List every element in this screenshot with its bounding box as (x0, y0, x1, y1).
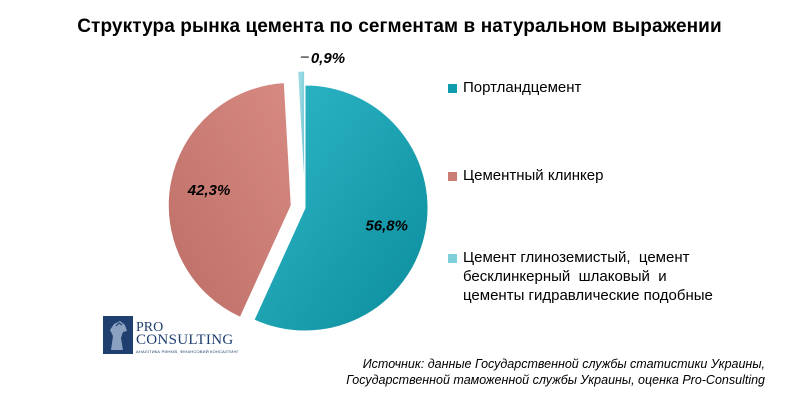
pro-consulting-logo: PRO CONSULTING АНАЛІТИКА РИНКІВ, ФІНАНСО… (103, 316, 243, 356)
legend-swatch-clinker (448, 172, 457, 181)
logo-pro-text: PRO (136, 320, 164, 335)
legend-label-other-cements: Цемент глиноземистый, цемент бесклинкерн… (463, 249, 713, 304)
legend-label-clinker: Цементный клинкер (463, 167, 604, 184)
legend-item-portland: Портландцемент (448, 78, 723, 97)
source-line-1: Источник: данные Государственной службы … (362, 357, 765, 371)
legend-item-other-cements: Цемент глиноземистый, цемент бесклинкерн… (448, 248, 723, 305)
pie-slice-other-cements (297, 70, 306, 195)
pie-slice-clinker (167, 82, 292, 319)
legend-item-clinker: Цементный клинкер (448, 166, 723, 185)
logo-consulting-text: CONSULTING (136, 332, 234, 348)
legend-swatch-other-cements (448, 254, 457, 263)
source-line-2: Государственной таможенной службы Украин… (346, 373, 765, 387)
logo-tagline: АНАЛІТИКА РИНКІВ, ФІНАНСОВИЙ КОНСАЛТИНГ (136, 349, 239, 354)
source-note: Источник: данные Государственной службы … (346, 356, 765, 388)
pie-slice-portland (253, 84, 429, 332)
data-label-other-cements: 0,9% (311, 50, 345, 67)
data-label-clinker: 42,3% (187, 182, 231, 199)
data-label-portland: 56,8% (365, 218, 408, 235)
chart-title: Структура рынка цемента по сегментам в н… (77, 16, 722, 37)
legend-swatch-portland (448, 84, 457, 93)
horse-logo-icon (103, 316, 133, 354)
legend-label-portland: Портландцемент (463, 79, 582, 96)
